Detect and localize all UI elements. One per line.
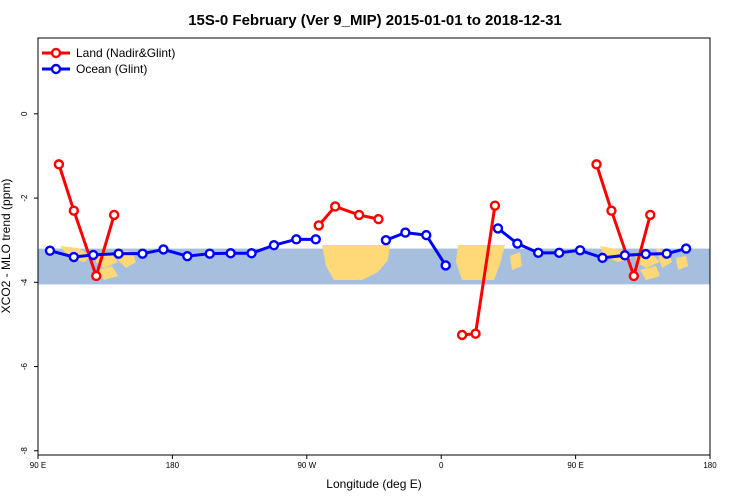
data-point	[380, 234, 392, 246]
data-point	[182, 250, 193, 262]
data-point	[68, 205, 80, 216]
data-point	[400, 227, 411, 238]
data-point	[353, 209, 365, 221]
chart-title: 15S-0 February (Ver 9_MIP) 2015-01-01 to…	[188, 12, 562, 29]
data-point	[88, 249, 99, 261]
series-line	[385, 231, 447, 267]
data-point	[53, 159, 65, 170]
series-line	[317, 204, 379, 227]
data-point	[591, 159, 602, 170]
y-axis: -8 -6 -4 -2 0	[20, 111, 38, 454]
data-point	[68, 251, 80, 263]
map-land	[322, 245, 390, 280]
data-point	[246, 248, 257, 259]
y-tick-label: -2	[20, 194, 29, 202]
data-point	[44, 245, 56, 256]
data-point	[645, 209, 656, 221]
data-point	[470, 328, 481, 339]
data-point	[329, 201, 341, 212]
legend-item-ocean: Ocean (Glint)	[42, 62, 147, 76]
series-ocean	[44, 223, 692, 271]
data-point	[373, 213, 384, 225]
data-point	[158, 244, 169, 255]
legend-marker-ocean	[50, 63, 62, 75]
map-land	[510, 252, 522, 270]
map-band	[38, 245, 710, 285]
x-tick-label: 90 E	[30, 461, 46, 470]
data-point	[421, 229, 432, 241]
map-land	[676, 256, 688, 270]
legend-marker-land	[50, 47, 62, 59]
data-point	[440, 260, 451, 271]
data-point	[113, 248, 124, 259]
series-line	[595, 163, 652, 278]
data-point	[619, 250, 631, 261]
data-point	[137, 248, 148, 259]
y-tick-label: -8	[20, 447, 29, 455]
data-point	[91, 270, 102, 282]
legend: Land (Nadir&Glint) Ocean (Glint)	[42, 46, 175, 76]
data-point	[456, 329, 468, 341]
data-point	[310, 234, 321, 245]
data-point	[489, 200, 501, 211]
data-point	[492, 223, 504, 234]
y-axis-label: XCO2 - MLO trend (ppm)	[0, 179, 13, 314]
data-point	[640, 248, 651, 260]
x-axis: 90 E 180 90 W 0 90 E 180	[30, 455, 717, 470]
data-point	[553, 247, 565, 259]
series-layer	[44, 159, 692, 341]
legend-label-ocean: Ocean (Glint)	[76, 62, 147, 76]
x-tick-label: 180	[703, 461, 717, 470]
data-point	[597, 252, 608, 264]
x-tick-label: 90 W	[297, 461, 316, 470]
legend-label-land: Land (Nadir&Glint)	[76, 46, 175, 60]
plot-frame	[37, 37, 711, 456]
legend-item-land: Land (Nadir&Glint)	[42, 46, 175, 60]
data-point	[680, 243, 692, 254]
data-point	[533, 247, 544, 259]
x-tick-label: 180	[166, 461, 180, 470]
data-point	[574, 245, 586, 256]
data-point	[512, 238, 523, 249]
y-tick-label: -6	[20, 362, 29, 370]
series-land	[53, 159, 656, 341]
x-tick-label: 0	[439, 461, 444, 470]
data-point	[628, 270, 640, 282]
map-land	[640, 266, 660, 280]
y-tick-label: 0	[20, 111, 29, 116]
x-tick-label: 90 E	[567, 461, 583, 470]
y-tick-label: -4	[20, 278, 29, 286]
map-land	[98, 266, 118, 280]
data-point	[204, 248, 215, 259]
series-line	[57, 163, 116, 278]
data-point	[313, 220, 324, 231]
data-point	[108, 209, 120, 221]
data-point	[268, 240, 280, 251]
data-point	[661, 248, 672, 259]
map-land	[456, 245, 505, 280]
data-point	[225, 248, 236, 259]
data-point	[606, 205, 617, 216]
x-axis-label: Longitude (deg E)	[326, 477, 421, 491]
series-line	[497, 227, 687, 260]
data-point	[291, 234, 302, 245]
